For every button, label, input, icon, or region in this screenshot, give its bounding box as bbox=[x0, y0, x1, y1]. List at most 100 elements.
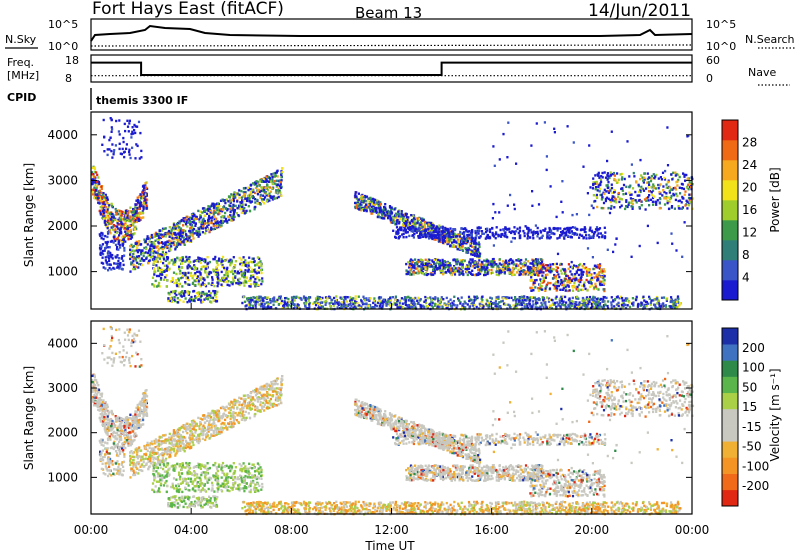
power-cell bbox=[443, 260, 446, 263]
power-cell bbox=[142, 254, 145, 258]
power-cell bbox=[648, 297, 651, 300]
power-cell bbox=[595, 226, 599, 229]
power-cell bbox=[583, 230, 586, 233]
power-cell bbox=[379, 303, 382, 306]
power-cell bbox=[457, 267, 460, 270]
power-cell bbox=[485, 268, 488, 271]
power-cell bbox=[524, 258, 528, 261]
power-cell bbox=[116, 254, 119, 257]
power-cell bbox=[107, 251, 110, 254]
power-cell bbox=[174, 289, 177, 293]
power-cell bbox=[184, 282, 187, 285]
power-cell bbox=[174, 248, 177, 251]
power-cell bbox=[470, 302, 473, 306]
power-cell bbox=[647, 302, 650, 305]
power-cell bbox=[209, 205, 212, 208]
power-cell bbox=[141, 191, 144, 194]
power-cell bbox=[528, 267, 531, 271]
power-cell bbox=[224, 280, 227, 284]
power-cell bbox=[121, 236, 124, 239]
power-cell bbox=[216, 208, 219, 212]
power-cell bbox=[560, 295, 563, 299]
power-cell bbox=[168, 261, 171, 264]
power-cell bbox=[679, 302, 682, 305]
power-cell bbox=[378, 216, 381, 219]
power-cell bbox=[280, 173, 283, 176]
power-cell bbox=[542, 306, 545, 309]
power-cell bbox=[421, 259, 424, 262]
power-cell bbox=[636, 305, 639, 308]
power-cell bbox=[178, 272, 181, 275]
power-cell bbox=[277, 195, 280, 199]
power-cell bbox=[382, 298, 385, 301]
power-cell bbox=[273, 197, 276, 200]
power-cell bbox=[441, 306, 444, 309]
power-cell bbox=[254, 191, 257, 195]
power-cell bbox=[261, 200, 264, 203]
power-cell bbox=[166, 257, 169, 261]
power-cell bbox=[486, 272, 489, 275]
power-cell bbox=[204, 269, 207, 273]
power-cell bbox=[511, 273, 514, 276]
power-cell bbox=[102, 210, 105, 213]
power-cell bbox=[184, 291, 187, 294]
power-cell bbox=[95, 187, 98, 190]
power-cell bbox=[265, 192, 268, 195]
nsearch-line bbox=[90, 44, 693, 47]
power-cell bbox=[212, 206, 215, 209]
power-cell bbox=[449, 244, 452, 247]
power-cell bbox=[98, 189, 102, 192]
freq-line bbox=[91, 61, 692, 76]
power-cell bbox=[355, 204, 358, 207]
power-cell bbox=[128, 224, 131, 227]
power-cell bbox=[507, 264, 510, 267]
power-cell bbox=[134, 267, 137, 271]
power-cell bbox=[93, 176, 96, 179]
power-cell bbox=[271, 175, 274, 178]
power-cell bbox=[513, 226, 516, 229]
power-cell bbox=[170, 242, 173, 245]
power-cell bbox=[558, 236, 561, 239]
power-cell bbox=[343, 300, 346, 304]
power-cell bbox=[222, 277, 225, 280]
power-cell bbox=[99, 195, 102, 198]
power-cell bbox=[185, 237, 188, 241]
power-cell bbox=[466, 273, 469, 277]
power-cell bbox=[475, 234, 478, 237]
power-cell bbox=[154, 239, 157, 242]
power-cell bbox=[527, 298, 530, 301]
power-cell bbox=[244, 203, 247, 206]
power-cell bbox=[200, 227, 204, 230]
power-cell bbox=[492, 302, 495, 305]
power-cell bbox=[273, 296, 276, 299]
power-cell bbox=[269, 196, 272, 199]
power-cell bbox=[397, 230, 400, 233]
power-cell bbox=[200, 268, 203, 271]
power-cell bbox=[198, 271, 201, 274]
power-cell bbox=[429, 296, 432, 299]
power-cell bbox=[100, 196, 104, 199]
power-cell bbox=[253, 208, 256, 211]
power-cell bbox=[400, 228, 403, 232]
power-cell bbox=[189, 232, 192, 235]
power-cell bbox=[184, 223, 188, 226]
power-cell bbox=[526, 232, 529, 236]
power-cell bbox=[379, 209, 382, 213]
power-cell bbox=[216, 261, 219, 264]
power-cell bbox=[199, 216, 202, 219]
power-cell bbox=[399, 306, 402, 309]
power-cell bbox=[263, 202, 266, 205]
power-cell bbox=[127, 235, 130, 239]
power-cell bbox=[469, 262, 472, 265]
power-cell bbox=[274, 182, 277, 186]
power-cell bbox=[540, 262, 543, 265]
power-cell bbox=[367, 304, 370, 308]
power-cell bbox=[244, 210, 247, 213]
power-cell bbox=[208, 214, 211, 218]
power-cell bbox=[156, 249, 159, 253]
power-cell bbox=[445, 296, 448, 300]
power-cell bbox=[374, 198, 377, 202]
power-cell bbox=[145, 204, 148, 207]
power-cell bbox=[592, 295, 595, 299]
power-cell bbox=[266, 189, 270, 192]
